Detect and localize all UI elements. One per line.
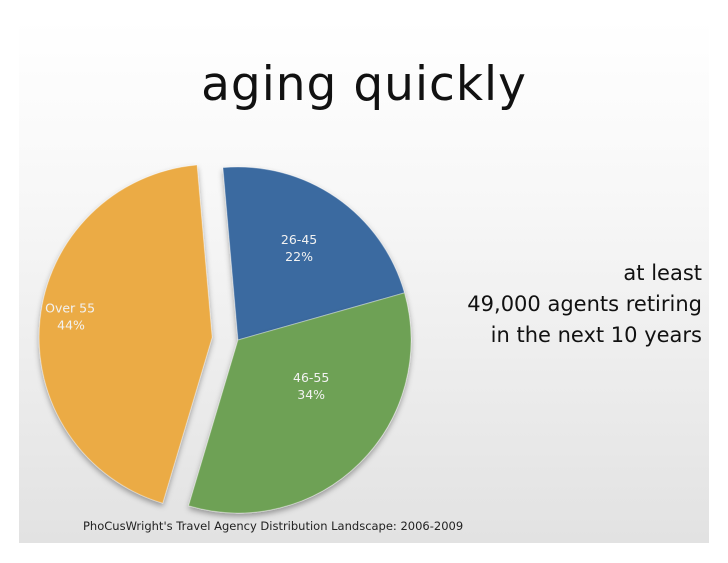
retirement-callout: at least 49,000 agents retiring in the n…	[362, 258, 702, 351]
slice-label-over-55: Over 55	[45, 300, 95, 315]
page-title: aging quickly	[201, 57, 527, 112]
pie-slice-46-55	[187, 292, 412, 514]
slice-label-26-45: 26-45	[281, 232, 317, 247]
callout-line-2: 49,000 agents retiring	[467, 292, 702, 316]
callout-line-3: in the next 10 years	[490, 323, 702, 347]
source-citation: PhoCusWright's Travel Agency Distributio…	[83, 519, 464, 533]
slice-value-over-55: 44%	[57, 317, 85, 332]
slice-value-46-55: 34%	[297, 387, 325, 402]
pie-slice-26-45	[222, 166, 406, 341]
pie-slice-over-55	[38, 164, 213, 504]
callout-line-1: at least	[623, 261, 702, 285]
pie-slices	[38, 164, 412, 514]
pie-labels: 26-45 22% 46-55 34% Over 55 44%	[45, 232, 329, 402]
slice-label-46-55: 46-55	[293, 370, 329, 385]
slice-value-26-45: 22%	[285, 249, 313, 264]
